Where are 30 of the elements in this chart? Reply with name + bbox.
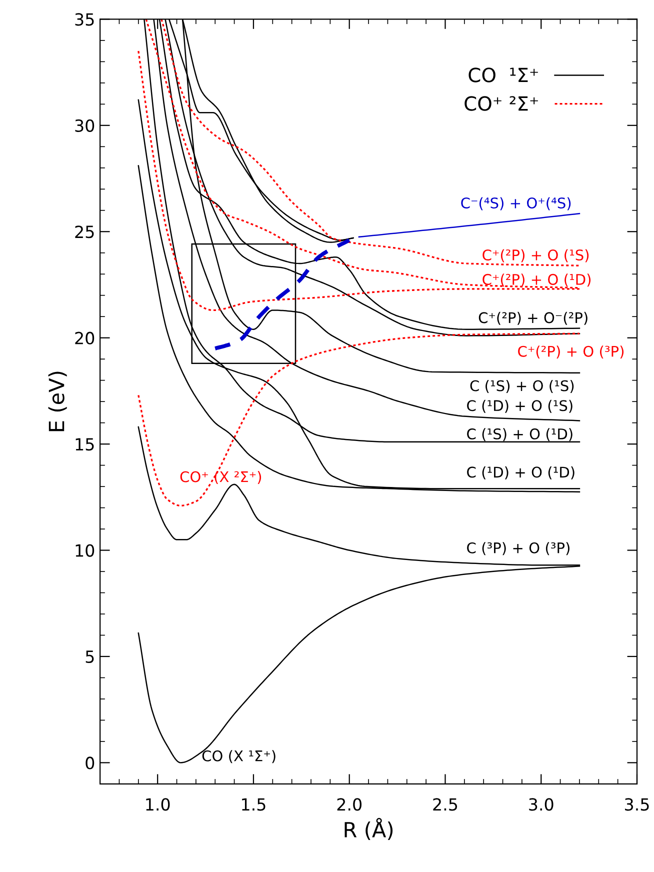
y-axis-title: E (eV) (48, 372, 67, 432)
annotation: CO⁺ (X ²Σ⁺) (180, 470, 262, 484)
x-tick-label: 1.0 (146, 798, 170, 811)
y-tick-label: 10 (76, 544, 94, 557)
legend-label: CO⁺ ²Σ⁺ (464, 96, 538, 111)
annotation: CO (X ¹Σ⁺) (202, 750, 276, 764)
y-tick-label: 20 (75, 332, 94, 344)
annotation: C (¹S) + O (¹S) (470, 380, 574, 393)
x-tick-label: 2.5 (433, 798, 458, 811)
annotation: C⁺(²P) + O (¹S) (482, 249, 589, 262)
x-tick-label: 2.0 (337, 798, 362, 811)
annotation: C⁻(⁴S) + O⁺(⁴S) (461, 197, 571, 210)
annotation: C⁺(²P) + O⁻(²P) (478, 312, 588, 325)
y-tick-label: 25 (75, 226, 94, 238)
annotation: C⁺(²P) + O (¹D) (482, 274, 591, 287)
annotation: C (³P) + O (³P) (467, 542, 570, 556)
x-tick-label: 3.0 (529, 798, 554, 811)
x-tick-label: 3.5 (625, 798, 649, 811)
x-tick-label: 1.5 (242, 798, 266, 811)
annotation: C (¹D) + O (¹D) (467, 466, 574, 480)
y-tick-label: 0 (86, 756, 94, 770)
annotation: C⁺(²P) + O (³P) (518, 346, 624, 359)
y-tick-label: 30 (75, 119, 94, 132)
annotation: C (¹D) + O (¹S) (467, 400, 572, 413)
annotation: C (¹S) + O (¹D) (467, 428, 572, 442)
x-axis-title: R (Å) (344, 818, 393, 840)
y-tick-label: 5 (86, 650, 94, 664)
y-tick-label: 15 (76, 438, 94, 451)
y-tick-label: 35 (75, 13, 94, 26)
legend-label: CO ¹Σ⁺ (468, 68, 538, 82)
